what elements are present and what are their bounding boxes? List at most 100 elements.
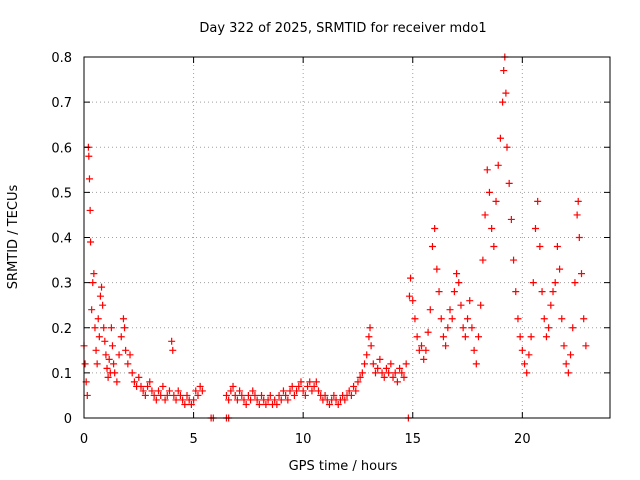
data-point — [104, 373, 112, 381]
data-point — [190, 396, 198, 404]
data-point — [231, 391, 239, 399]
data-point — [266, 391, 274, 399]
data-point — [483, 166, 491, 174]
data-point — [453, 270, 461, 278]
x-tick-label: 0 — [80, 432, 88, 447]
data-point — [485, 188, 493, 196]
data-point — [310, 382, 318, 390]
data-point — [387, 360, 395, 368]
data-point — [389, 373, 397, 381]
data-point — [115, 351, 123, 359]
data-point — [242, 400, 250, 408]
data-point — [161, 396, 169, 404]
data-point — [181, 400, 189, 408]
data-point — [258, 391, 266, 399]
data-point — [499, 98, 507, 106]
data-point — [356, 373, 364, 381]
data-point — [562, 360, 570, 368]
data-point — [466, 297, 474, 305]
data-point — [183, 391, 191, 399]
y-tick-label: 0.1 — [51, 367, 72, 382]
data-point — [169, 346, 177, 354]
data-point — [98, 283, 106, 291]
data-point — [518, 346, 526, 354]
data-point — [290, 391, 298, 399]
data-point — [315, 387, 323, 395]
data-point — [521, 360, 529, 368]
data-point — [464, 315, 472, 323]
data-point — [101, 337, 109, 345]
data-point — [503, 143, 511, 151]
data-point — [299, 387, 307, 395]
data-point — [297, 378, 305, 386]
data-point — [574, 197, 582, 205]
data-point — [347, 391, 355, 399]
data-point — [192, 387, 200, 395]
data-point — [179, 396, 187, 404]
data-point — [446, 306, 454, 314]
data-point — [83, 391, 91, 399]
data-point — [135, 373, 143, 381]
data-point — [536, 243, 544, 251]
y-tick-label: 0.6 — [51, 141, 72, 156]
data-point — [121, 324, 129, 332]
data-point — [376, 355, 384, 363]
data-point — [150, 391, 158, 399]
data-point — [575, 234, 583, 241]
data-point — [225, 396, 233, 404]
data-point — [229, 382, 237, 390]
x-axis-label: GPS time / hours — [289, 459, 398, 474]
data-point — [152, 396, 160, 404]
data-point — [325, 400, 333, 408]
data-point — [159, 382, 167, 390]
data-point — [91, 324, 99, 332]
data-point — [244, 391, 252, 399]
data-point — [94, 315, 102, 323]
data-point — [531, 224, 539, 232]
data-point — [490, 243, 498, 251]
data-point — [413, 333, 421, 341]
data-point — [119, 315, 127, 323]
data-point — [275, 391, 283, 399]
data-point — [545, 324, 553, 332]
data-point — [433, 265, 441, 273]
data-point — [117, 333, 125, 341]
x-tick-label: 10 — [295, 432, 312, 447]
data-point — [492, 197, 500, 205]
data-point — [527, 333, 535, 341]
data-point — [366, 324, 374, 332]
data-point — [293, 387, 301, 395]
data-point — [431, 224, 439, 232]
data-point — [126, 351, 134, 359]
data-point — [496, 134, 504, 142]
data-point — [371, 369, 379, 377]
data-point — [424, 328, 432, 336]
data-point — [402, 360, 410, 368]
data-point — [556, 265, 564, 273]
data-point — [472, 360, 480, 368]
data-point — [442, 342, 450, 350]
data-point — [553, 243, 561, 251]
data-point — [255, 400, 263, 408]
data-point — [105, 355, 113, 363]
data-point — [367, 342, 375, 350]
data-point — [124, 360, 132, 368]
data-point — [99, 301, 107, 309]
data-point — [108, 342, 116, 350]
data-point — [358, 369, 366, 377]
data-point — [194, 391, 202, 399]
data-point — [350, 382, 358, 390]
data-point — [405, 292, 413, 300]
data-point — [222, 391, 230, 399]
data-point — [113, 378, 121, 386]
data-point — [168, 337, 176, 345]
data-point — [529, 279, 537, 287]
data-point — [422, 346, 430, 354]
data-point — [470, 346, 478, 354]
data-point — [475, 333, 482, 341]
data-point — [560, 342, 568, 350]
data-point — [488, 224, 496, 232]
data-point — [523, 369, 531, 377]
data-point — [500, 67, 508, 75]
data-point — [534, 197, 542, 205]
